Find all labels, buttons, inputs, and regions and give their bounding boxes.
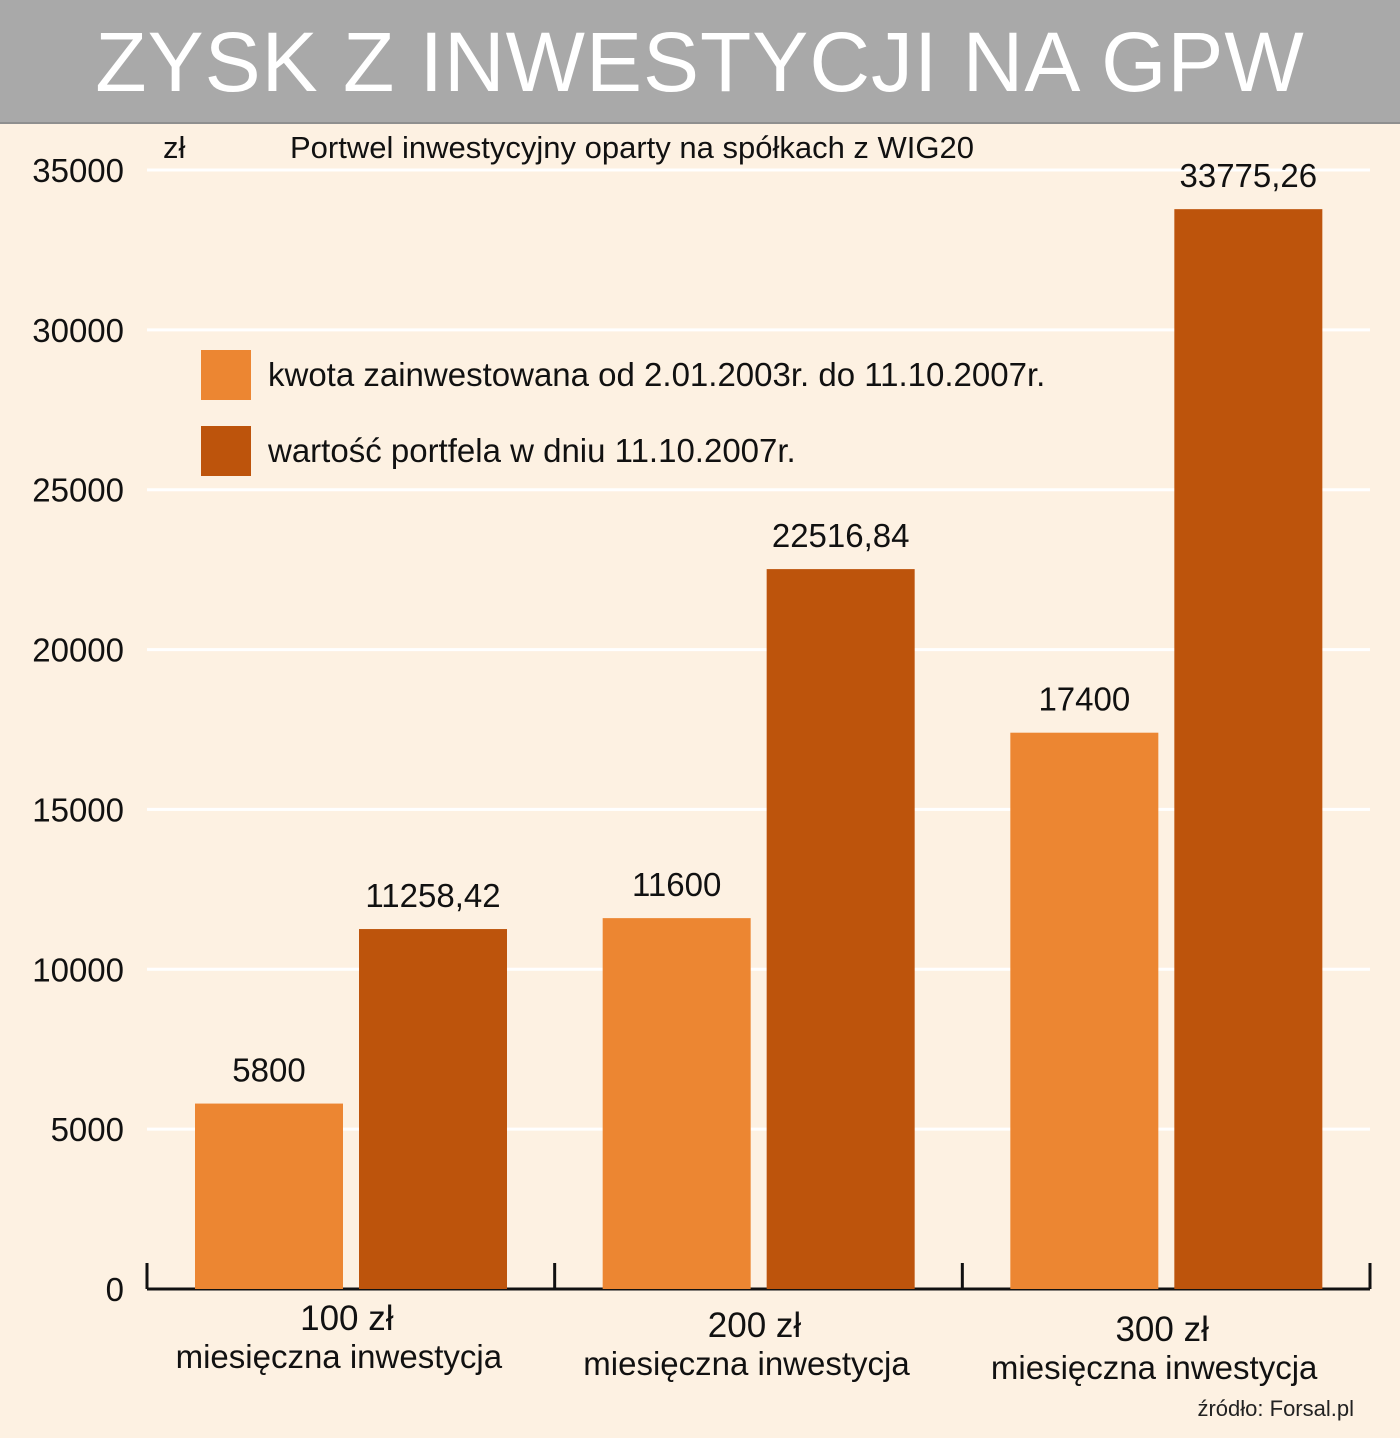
legend-label: wartość portfela w dniu 11.10.2007r. [267,432,796,469]
y-tick-label: 20000 [32,632,124,669]
chart-subtitle: Portwel inwestycyjny oparty na spółkach … [290,130,974,165]
bar-value-label: 33775,26 [1180,157,1318,194]
bar-value-label: 17400 [1038,681,1130,718]
source-note: źródło: Forsal.pl [1197,1396,1354,1421]
x-category-sublabel: miesięczna inwestycja [991,1349,1318,1386]
x-category-label: 200 zł [708,1306,802,1345]
bar-invested [195,1103,343,1289]
legend-swatch [201,426,251,476]
bar-invested [602,918,751,1289]
bar-value-label: 22516,84 [772,517,910,554]
x-category-label: 300 zł [1115,1310,1209,1349]
title-banner: ZYSK Z INWESTYCJI NA GPW [0,0,1400,122]
legend-swatch [201,350,251,400]
y-tick-label: 5000 [51,1111,124,1148]
bar-value-label: 5800 [232,1052,305,1089]
bar-portfolio-value [766,569,915,1289]
legend-label: kwota zainwestowana od 2.01.2003r. do 11… [268,356,1045,393]
y-tick-label: 25000 [32,472,124,509]
y-tick-label: 0 [106,1271,124,1308]
y-axis-unit-label: zł [163,130,186,165]
chart-main-title: ZYSK Z INWESTYCJI NA GPW [95,15,1305,109]
y-tick-label: 15000 [32,791,124,828]
x-category-label: 100 zł [300,1299,394,1338]
x-category-sublabel: miesięczna inwestycja [176,1338,503,1375]
bar-invested [1010,732,1159,1289]
y-tick-label: 30000 [32,312,124,349]
y-tick-label: 10000 [32,951,124,988]
bar-value-label: 11258,42 [365,877,500,914]
x-category-sublabel: miesięczna inwestycja [583,1345,910,1382]
y-tick-label: 35000 [32,152,124,189]
bar-value-label: 11600 [632,866,721,903]
bar-portfolio-value [1174,209,1323,1289]
bar-portfolio-value [359,929,507,1289]
